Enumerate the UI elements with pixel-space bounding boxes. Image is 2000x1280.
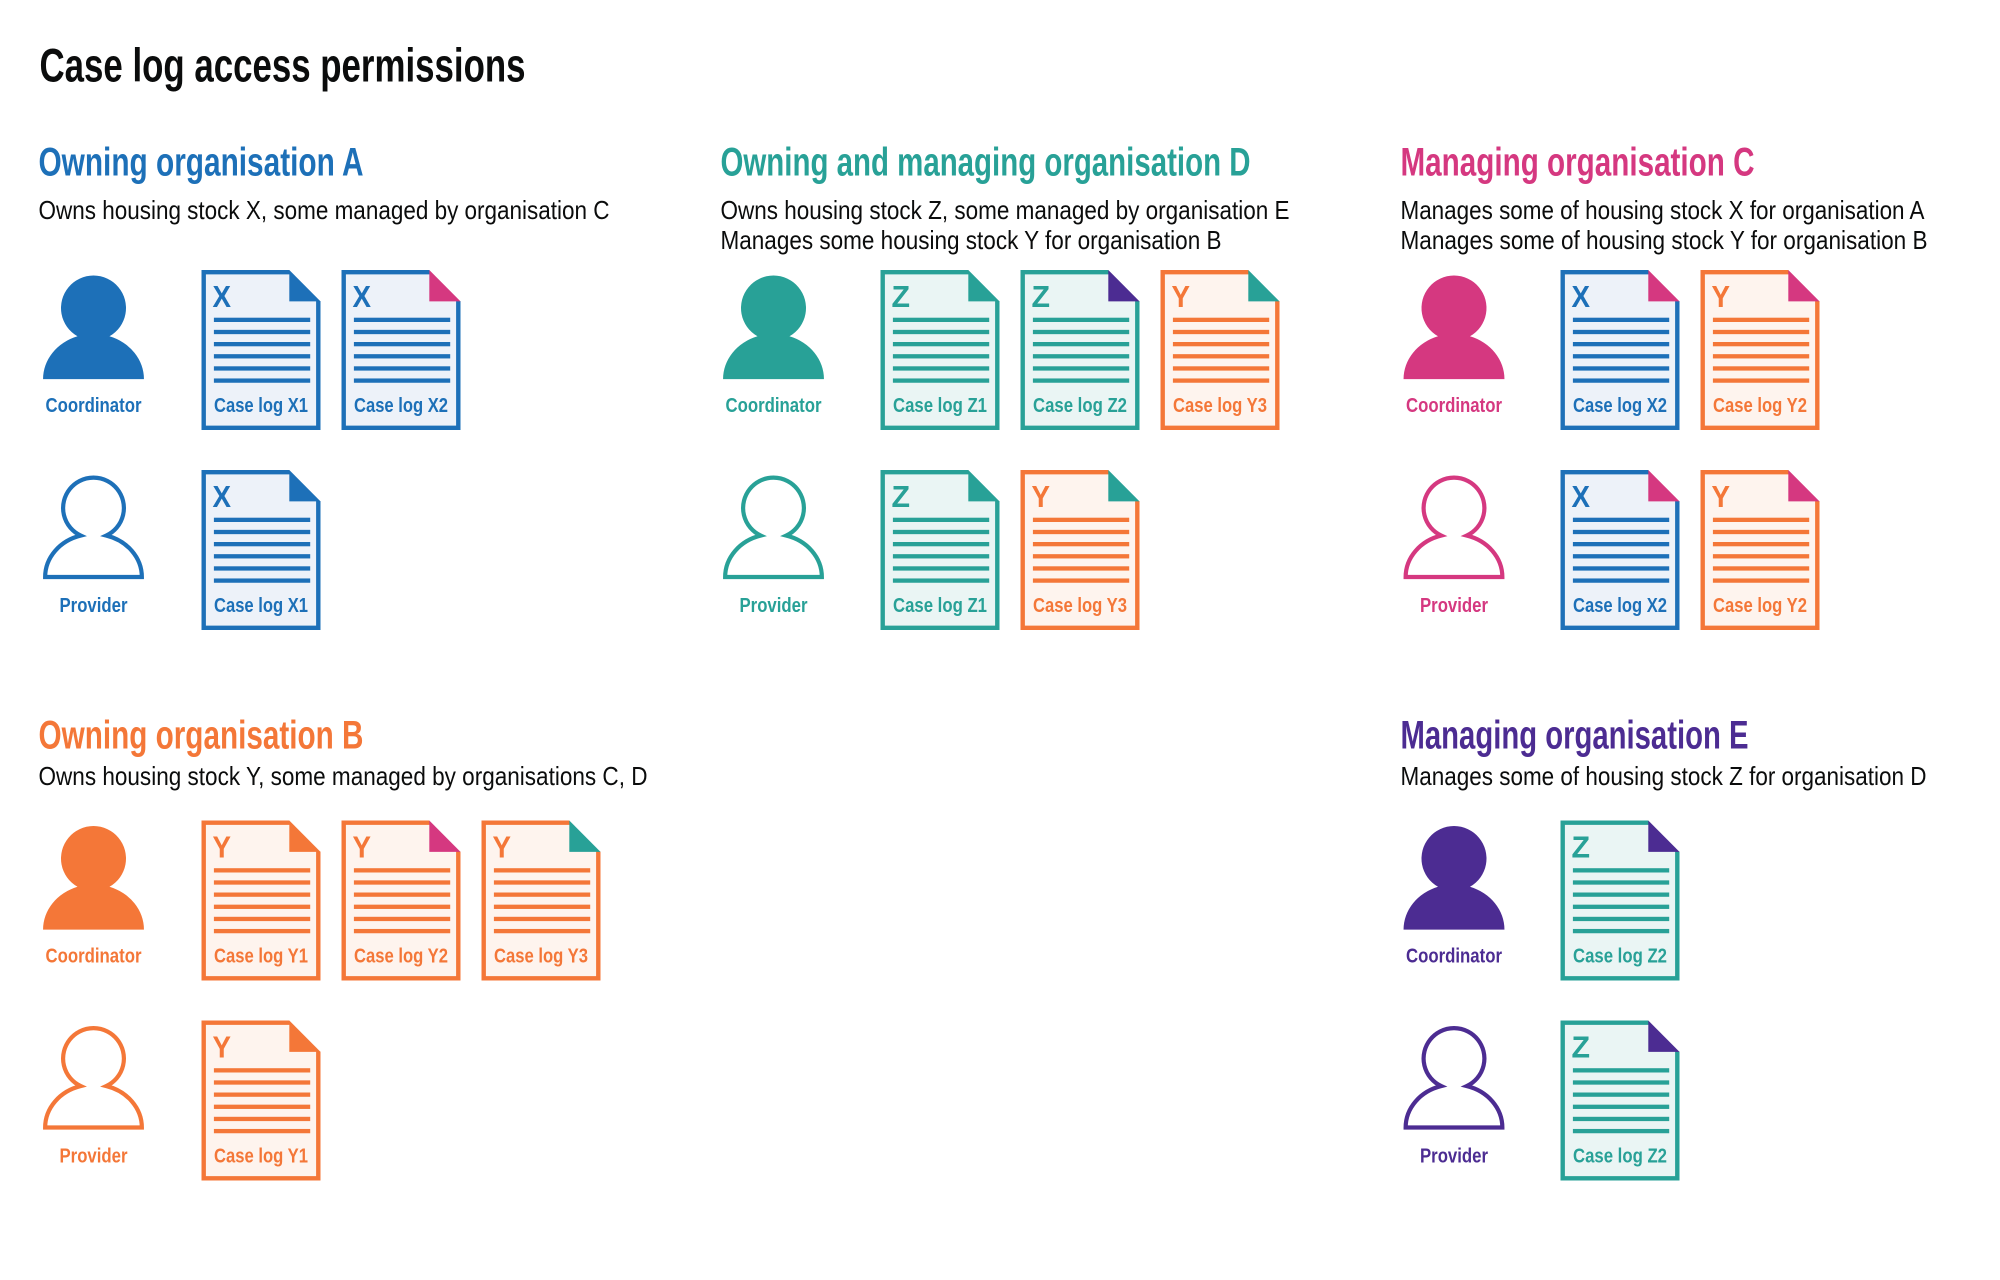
svg-text:Case log Z1: Case log Z1 <box>893 395 987 417</box>
svg-text:Y: Y <box>493 830 512 865</box>
svg-text:Case log Y2: Case log Y2 <box>354 946 448 968</box>
svg-text:Provider: Provider <box>1420 595 1488 617</box>
svg-text:Provider: Provider <box>740 595 808 617</box>
svg-text:Coordinator: Coordinator <box>1406 395 1502 417</box>
svg-text:Case log Y2: Case log Y2 <box>1713 395 1807 417</box>
svg-text:Manages some of housing stock: Manages some of housing stock Z for orga… <box>1401 761 1927 791</box>
svg-text:Case log Y3: Case log Y3 <box>494 946 588 968</box>
svg-text:Provider: Provider <box>1420 1146 1488 1168</box>
svg-text:X: X <box>213 279 232 314</box>
svg-text:Provider: Provider <box>60 595 128 617</box>
svg-text:Managing organisation E: Managing organisation E <box>1401 714 1749 758</box>
svg-text:Managing organisation C: Managing organisation C <box>1401 141 1755 185</box>
svg-text:Z: Z <box>1572 830 1591 865</box>
svg-text:X: X <box>1572 279 1591 314</box>
svg-text:Z: Z <box>892 279 911 314</box>
svg-text:X: X <box>1572 479 1591 514</box>
svg-text:Owning organisation A: Owning organisation A <box>39 141 364 185</box>
svg-text:Y: Y <box>1712 279 1731 314</box>
svg-text:Case log X1: Case log X1 <box>214 395 308 417</box>
svg-text:Y: Y <box>1172 279 1191 314</box>
svg-text:Provider: Provider <box>60 1146 128 1168</box>
svg-text:Owns housing stock Y, some man: Owns housing stock Y, some managed by or… <box>39 761 648 791</box>
svg-text:Case log Z2: Case log Z2 <box>1573 1146 1667 1168</box>
svg-text:Z: Z <box>1032 279 1051 314</box>
svg-text:Coordinator: Coordinator <box>46 946 142 968</box>
svg-text:Y: Y <box>353 830 372 865</box>
svg-text:Case log Y2: Case log Y2 <box>1713 595 1807 617</box>
svg-text:Case log X2: Case log X2 <box>1573 595 1667 617</box>
svg-text:Case log Y3: Case log Y3 <box>1033 595 1127 617</box>
svg-text:Z: Z <box>1572 1030 1591 1065</box>
svg-text:Y: Y <box>1032 479 1051 514</box>
svg-text:Manages some housing stock Y f: Manages some housing stock Y for organis… <box>721 225 1222 255</box>
svg-text:Y: Y <box>213 1030 232 1065</box>
svg-text:Y: Y <box>213 830 232 865</box>
svg-text:X: X <box>353 279 372 314</box>
svg-text:Case log Y1: Case log Y1 <box>214 946 308 968</box>
svg-text:Manages some of housing stock: Manages some of housing stock X for orga… <box>1401 195 1926 225</box>
svg-text:Case log Y1: Case log Y1 <box>214 1146 308 1168</box>
svg-text:Case log X2: Case log X2 <box>354 395 448 417</box>
svg-text:Case log Z2: Case log Z2 <box>1573 946 1667 968</box>
svg-text:Case log X2: Case log X2 <box>1573 395 1667 417</box>
svg-text:Case log access permissions: Case log access permissions <box>40 38 526 91</box>
svg-text:Owns housing stock X, some man: Owns housing stock X, some managed by or… <box>39 195 610 225</box>
svg-text:Owning and managing organisati: Owning and managing organisation D <box>721 141 1251 185</box>
svg-text:Manages some of housing stock: Manages some of housing stock Y for orga… <box>1401 225 1928 255</box>
svg-text:Coordinator: Coordinator <box>726 395 822 417</box>
svg-text:Z: Z <box>892 479 911 514</box>
svg-text:Y: Y <box>1712 479 1731 514</box>
svg-text:Case log Z1: Case log Z1 <box>893 595 987 617</box>
svg-text:Coordinator: Coordinator <box>46 395 142 417</box>
svg-text:X: X <box>213 479 232 514</box>
svg-text:Case log Y3: Case log Y3 <box>1173 395 1267 417</box>
svg-text:Owns housing stock Z, some man: Owns housing stock Z, some managed by or… <box>721 195 1290 225</box>
svg-text:Coordinator: Coordinator <box>1406 946 1502 968</box>
svg-text:Case log X1: Case log X1 <box>214 595 308 617</box>
svg-text:Case log Z2: Case log Z2 <box>1033 395 1127 417</box>
svg-text:Owning organisation B: Owning organisation B <box>39 714 364 758</box>
